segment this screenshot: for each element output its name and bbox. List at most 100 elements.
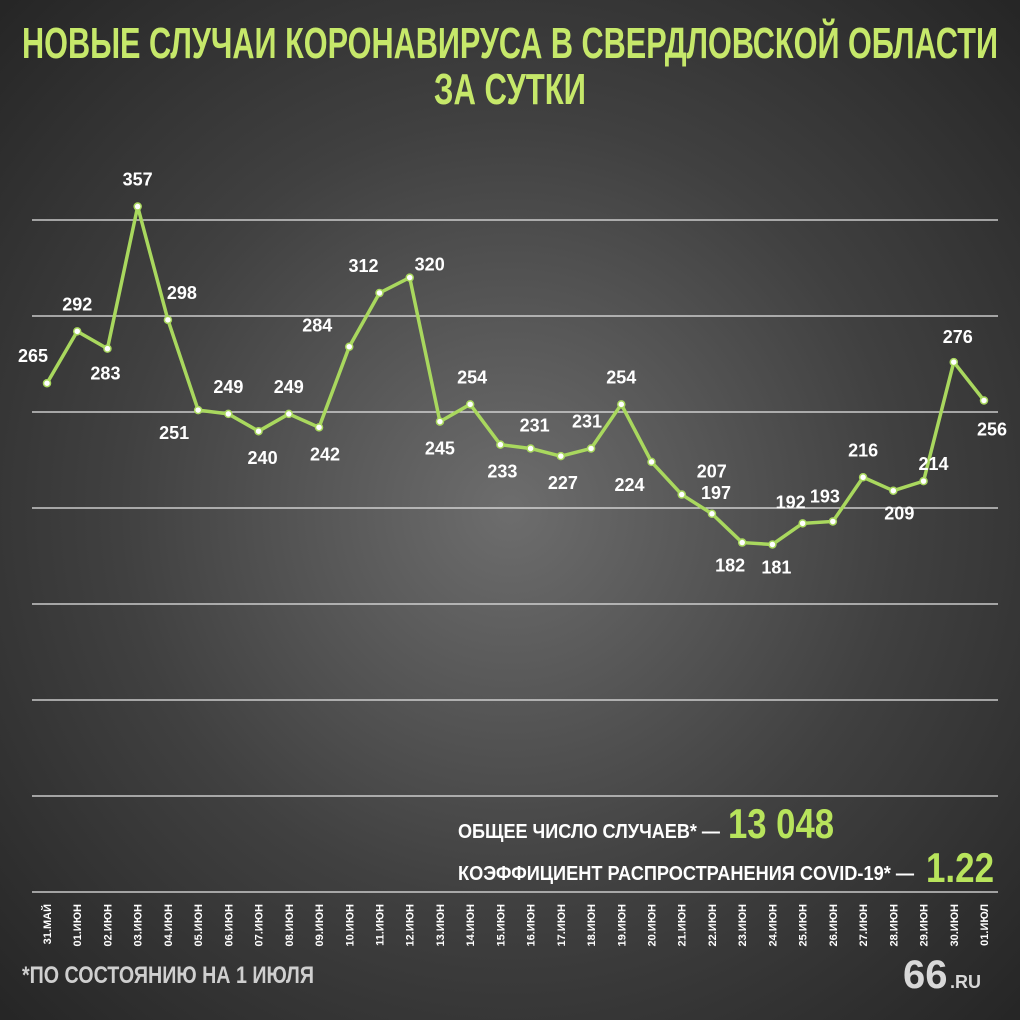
x-tick-label: 05.ИЮН (193, 904, 205, 947)
value-label: 283 (90, 364, 120, 384)
value-label: 227 (548, 473, 578, 493)
x-tick-label: 17.ИЮН (556, 904, 568, 947)
x-tick-label: 12.ИЮН (405, 904, 417, 947)
footnote: *ПО СОСТОЯНИЮ НА 1 ИЮЛЯ (22, 962, 314, 989)
data-point (254, 426, 263, 436)
value-label: 320 (415, 255, 445, 275)
x-tick-label: 15.ИЮН (495, 904, 507, 947)
value-label: 265 (18, 346, 48, 366)
data-point (828, 517, 838, 526)
x-tick-label: 02.ИЮН (102, 904, 114, 947)
data-point (284, 409, 294, 419)
data-point (465, 400, 475, 409)
value-label: 276 (943, 327, 973, 347)
data-point (526, 444, 535, 453)
value-label: 214 (919, 454, 949, 474)
data-point (677, 490, 686, 499)
logo: 66 (903, 953, 948, 997)
data-point (163, 315, 173, 325)
x-tick-label: 18.ИЮН (586, 904, 598, 947)
data-point (345, 342, 354, 351)
data-point (737, 538, 747, 547)
x-tick-label: 16.ИЮН (526, 904, 538, 947)
value-label: 231 (520, 415, 550, 435)
value-label: 182 (715, 556, 745, 576)
data-point (707, 509, 717, 519)
x-tick-label: 13.ИЮН (435, 904, 447, 947)
x-tick-label: 26.ИЮН (828, 904, 840, 947)
x-tick-label: 04.ИЮН (163, 904, 175, 947)
x-tick-label: 03.ИЮН (133, 904, 145, 947)
data-point (889, 486, 898, 495)
x-tick-label: 29.ИЮН (919, 904, 931, 947)
data-point (919, 476, 928, 486)
chart-title: ЗА СУТКИ (434, 65, 586, 114)
x-tick-label: 23.ИЮН (737, 904, 749, 947)
value-label: 256 (977, 419, 1007, 439)
data-point (496, 440, 505, 449)
x-tick-label: 31.МАЙ (41, 904, 54, 944)
data-point (42, 378, 52, 388)
value-label: 240 (248, 448, 278, 468)
x-tick-label: 07.ИЮН (254, 904, 266, 947)
x-tick-label: 25.ИЮН (798, 904, 810, 947)
data-line (45, 204, 986, 547)
x-tick-label: 27.ИЮН (858, 904, 870, 947)
data-point (556, 451, 566, 461)
value-label: 193 (810, 486, 840, 506)
value-label: 207 (697, 462, 727, 482)
value-label: 292 (62, 294, 92, 314)
value-label: 192 (776, 492, 806, 512)
x-tick-label: 11.ИЮН (374, 904, 386, 946)
data-point (72, 327, 82, 336)
total-value: 13 048 (728, 800, 834, 847)
value-label: 357 (123, 170, 153, 190)
value-label: 298 (167, 283, 197, 303)
x-tick-label: 06.ИЮН (223, 904, 235, 947)
data-point (375, 288, 384, 298)
data-point (103, 344, 112, 353)
data-point (858, 473, 868, 482)
value-label: 224 (614, 475, 644, 495)
logo-suffix: .RU (950, 972, 981, 992)
x-tick-label: 21.ИЮН (677, 904, 689, 947)
data-point (617, 400, 626, 409)
data-point (435, 417, 445, 426)
value-label: 197 (701, 483, 731, 503)
data-point (224, 409, 233, 419)
value-label: 245 (425, 439, 455, 459)
x-tick-label: 10.ИЮН (344, 904, 356, 947)
data-point (586, 444, 596, 453)
chart-title: НОВЫЕ СЛУЧАИ КОРОНАВИРУСА В СВЕРДЛОВСКОЙ… (22, 17, 998, 68)
x-tick-label: 08.ИЮН (284, 904, 296, 947)
value-label: 249 (274, 377, 304, 397)
value-label: 231 (572, 411, 602, 431)
value-label: 233 (487, 462, 517, 482)
rate-label: КОЭФФИЦИЕНТ РАСПРОСТРАНЕНИЯ COVID-19* — (458, 863, 914, 885)
x-tick-label: 22.ИЮН (707, 904, 719, 947)
value-label: 181 (761, 557, 791, 577)
value-label: 254 (457, 367, 487, 387)
data-point (193, 405, 203, 415)
data-point (133, 202, 142, 211)
x-tick-label: 01.ИЮН (72, 904, 84, 947)
data-point (647, 457, 656, 467)
value-label: 249 (213, 377, 243, 397)
data-point (768, 540, 777, 549)
x-tick-label: 09.ИЮН (314, 904, 326, 947)
total-label: ОБЩЕЕ ЧИСЛО СЛУЧАЕВ* — (458, 821, 720, 843)
x-tick-label: 30.ИЮН (949, 904, 961, 947)
value-label: 242 (310, 444, 340, 464)
value-label: 254 (606, 367, 636, 387)
x-tick-label: 24.ИЮН (767, 904, 779, 947)
value-label: 312 (348, 256, 378, 276)
rate-value: 1.22 (926, 844, 994, 891)
value-label: 209 (884, 504, 914, 524)
data-point (949, 357, 959, 367)
x-tick-label: 28.ИЮН (888, 904, 900, 947)
value-label: 284 (302, 316, 332, 336)
x-tick-label: 01.ИЮЛ (979, 904, 991, 946)
x-tick-label: 19.ИЮН (616, 904, 628, 947)
data-point (979, 396, 989, 405)
